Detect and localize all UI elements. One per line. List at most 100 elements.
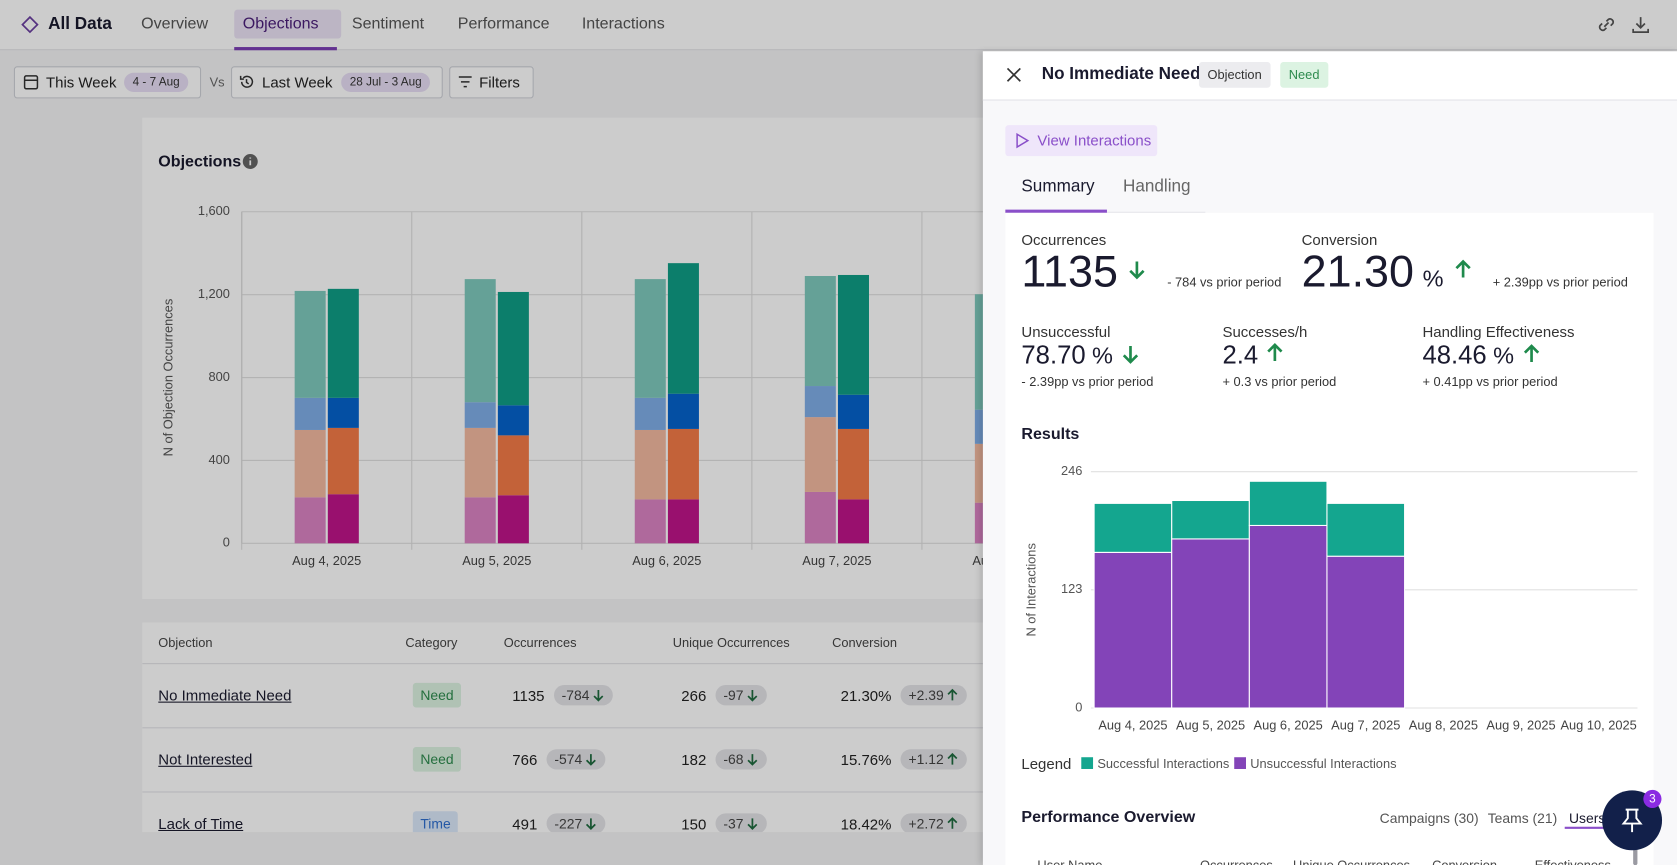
metric-trend xyxy=(1452,258,1473,285)
pin-icon xyxy=(1621,808,1643,833)
delta-value: -68 xyxy=(723,751,744,768)
column-header: Occurrences xyxy=(503,635,577,651)
y-tick-label: 246 xyxy=(1061,463,1082,478)
bar-segment xyxy=(837,394,869,429)
column-header: Objection xyxy=(158,635,213,651)
delta-pill: -227 xyxy=(546,813,606,833)
arrow-path xyxy=(1455,259,1471,278)
performance-column: Unique Occurrences xyxy=(1293,858,1410,865)
bar-segment xyxy=(1093,502,1173,553)
current-range: 4 - 7 Aug xyxy=(124,72,189,92)
active-tab-underline xyxy=(1005,209,1107,213)
bar-segment xyxy=(497,495,529,544)
download-path xyxy=(1632,17,1649,33)
cell-value: 182 xyxy=(681,750,707,768)
delta-value: +2.72 xyxy=(908,815,944,832)
bar-segment xyxy=(667,428,699,500)
download-icon[interactable] xyxy=(1630,14,1651,35)
play-path xyxy=(1016,132,1030,149)
metric-cell: 15.76% +1.12 xyxy=(841,749,968,770)
delta-pill: +1.12 xyxy=(901,749,968,770)
metric-cell: 182 -68 xyxy=(681,749,768,770)
y-tick-label: 0 xyxy=(1075,699,1082,714)
performance-tab[interactable]: Users xyxy=(1568,810,1606,827)
metric-unit: % xyxy=(1422,265,1444,292)
type-tag: Objection xyxy=(1198,62,1271,88)
performance-column: Effectiveness xyxy=(1535,858,1611,865)
view-interactions-label: View Interactions xyxy=(1037,131,1152,149)
calendar-body xyxy=(23,75,39,90)
delta-pill: -68 xyxy=(715,749,768,770)
x-tick-label: Aug 7, 2025 xyxy=(802,553,871,568)
badge-circle xyxy=(1643,789,1662,809)
metric-label: Occurrences xyxy=(1021,231,1107,249)
prior-period-button[interactable] xyxy=(231,66,443,99)
drawer-tab[interactable]: Handling xyxy=(1122,177,1191,196)
objection-link[interactable]: No Immediate Need xyxy=(158,686,292,704)
metric-delta: - 784 vs prior period xyxy=(1167,274,1282,290)
nav-tab[interactable]: Performance xyxy=(457,14,550,33)
legend-swatch xyxy=(1081,757,1094,769)
brand: All Data xyxy=(48,14,112,34)
nav-tab[interactable]: Sentiment xyxy=(351,14,425,33)
y-axis-label: N of Objection Occurrences xyxy=(160,299,175,457)
link-icon[interactable] xyxy=(1596,14,1617,35)
view-interactions-button[interactable] xyxy=(1005,125,1158,157)
y-tick-label: 400 xyxy=(209,452,230,467)
objection-link[interactable]: Lack of Time xyxy=(158,814,244,833)
bar-segment xyxy=(1326,502,1406,557)
arrow-path xyxy=(1267,343,1283,362)
bar-segment xyxy=(804,276,836,387)
bar-segment xyxy=(294,497,326,544)
row-border xyxy=(142,727,1127,729)
bar-segment xyxy=(667,393,699,429)
category-tag: Need xyxy=(412,682,462,708)
trend-arrow xyxy=(1455,259,1471,278)
y-axis-label: N of Interactions xyxy=(1023,543,1038,636)
chat-button[interactable]: 3 xyxy=(1598,788,1666,856)
bar-segment xyxy=(464,497,496,544)
bar-segment xyxy=(1248,524,1328,709)
bar-segment xyxy=(1093,551,1173,709)
performance-tab[interactable]: Campaigns (30) xyxy=(1379,810,1479,827)
delta-pill: -784 xyxy=(554,685,613,706)
metric-label: Conversion xyxy=(1301,231,1378,249)
drawer-tab[interactable]: Summary xyxy=(1021,177,1095,196)
bar-segment xyxy=(1248,480,1328,526)
bar-segment xyxy=(327,427,359,495)
bar-segment xyxy=(464,427,496,498)
nav-tab[interactable]: Overview xyxy=(141,14,209,33)
performance-column: User Name xyxy=(1037,858,1102,865)
y-tick-label: 0 xyxy=(223,535,230,550)
delta-pill: +2.39 xyxy=(901,685,968,706)
drawer-header xyxy=(982,51,1677,101)
delta-value: -37 xyxy=(723,815,744,832)
metric-value-row: 21.30% + 2.39pp vs prior period xyxy=(1302,247,1628,295)
performance-tab-underline xyxy=(1564,826,1617,829)
chart-title: Objections xyxy=(158,152,242,171)
bar-segment xyxy=(634,499,666,544)
arrow-path xyxy=(586,754,597,766)
performance-tab[interactable]: Teams (21) xyxy=(1487,810,1558,827)
legend-swatch xyxy=(1234,757,1246,769)
delta-pill: -574 xyxy=(546,749,606,770)
nav-tab[interactable]: Interactions xyxy=(581,14,665,33)
objection-link[interactable]: Not Interested xyxy=(158,750,253,768)
trend-arrow xyxy=(1122,345,1138,364)
info-icon[interactable] xyxy=(242,153,259,170)
performance-title: Performance Overview xyxy=(1021,808,1196,827)
category-tag: Need xyxy=(1280,62,1329,88)
nav-tab[interactable]: Objections xyxy=(242,14,319,33)
y-tick-label: 123 xyxy=(1061,581,1082,596)
metric-trend xyxy=(1127,258,1148,285)
bar-segment xyxy=(634,429,666,500)
metric-value: 1135 xyxy=(1021,245,1118,297)
metric-cell: 150 -37 xyxy=(681,813,768,833)
legend-label: Successful Interactions xyxy=(1097,756,1230,772)
scrollbar[interactable] xyxy=(1633,847,1638,865)
close-button[interactable] xyxy=(1005,66,1022,83)
